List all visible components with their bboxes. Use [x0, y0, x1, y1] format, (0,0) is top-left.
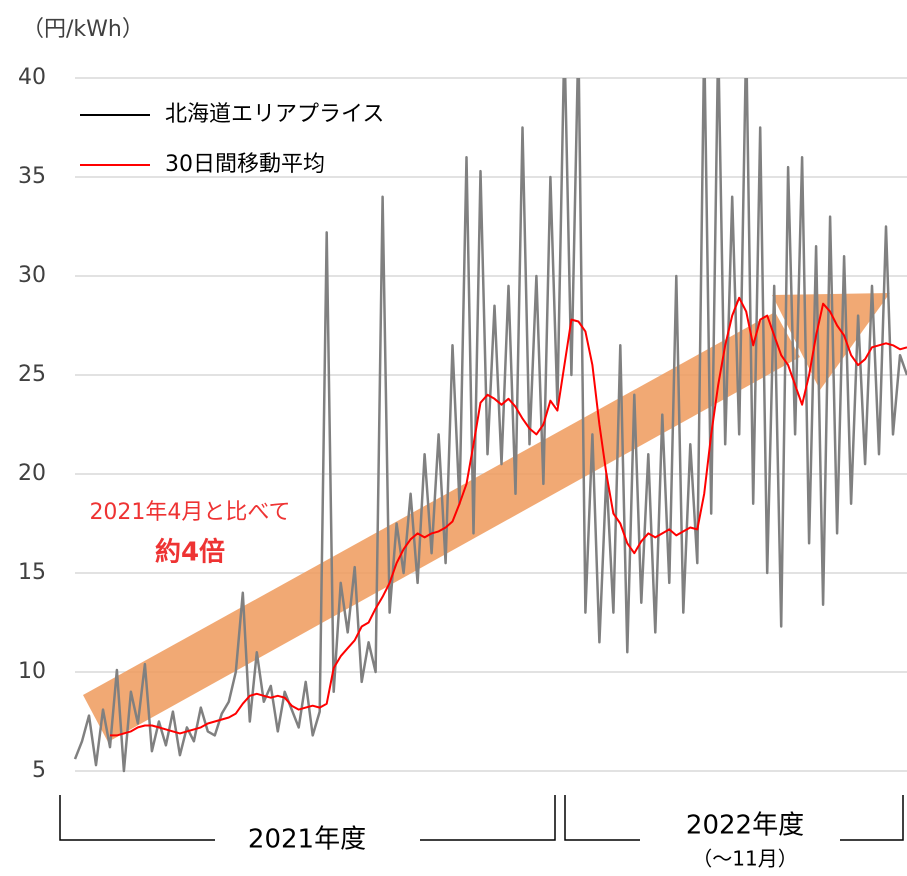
- legend: 北海道エリアプライス 30日間移動平均: [80, 102, 384, 177]
- period-bracket: [564, 795, 904, 841]
- trend-arrow-body: [83, 312, 800, 742]
- y-tick-label: 25: [18, 362, 46, 387]
- plot-area: [73, 78, 907, 773]
- y-tick-label: 35: [18, 164, 46, 189]
- legend-label: 北海道エリアプライス: [165, 102, 384, 127]
- annotation: 2021年4月と比べて: [89, 500, 290, 525]
- trend-arrow-head: [772, 293, 890, 390]
- y-tick-label: 30: [18, 263, 46, 288]
- period-note: （～11月）: [692, 847, 797, 871]
- y-tick-label: 5: [32, 758, 46, 783]
- y-tick-label: 10: [18, 659, 46, 684]
- y-tick-label: 20: [18, 461, 46, 486]
- y-tick-label: 15: [18, 560, 46, 585]
- period-label: 2022年度: [686, 811, 804, 841]
- period-bracket: [59, 795, 556, 841]
- y-axis-label: （円/kWh）: [22, 17, 144, 42]
- series-line: [73, 78, 907, 773]
- legend-label: 30日間移動平均: [165, 152, 325, 177]
- annotation-emphasis: 約4倍: [155, 537, 225, 568]
- y-tick-label: 40: [18, 65, 46, 90]
- period-label: 2021年度: [248, 825, 366, 855]
- series-line: [110, 296, 907, 737]
